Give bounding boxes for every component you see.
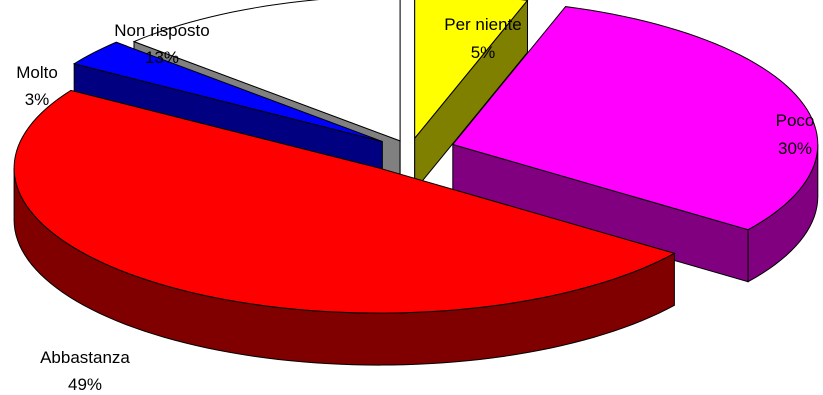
label-abbastanza-percent: 49% xyxy=(68,375,102,394)
label-molto-name: Molto xyxy=(16,63,58,82)
pie-slices xyxy=(13,0,819,366)
label-abbastanza-name: Abbastanza xyxy=(40,348,130,367)
pie-labels: Per niente 5% Poco 30% Abbastanza 49% Mo… xyxy=(16,15,814,394)
slice-molto-top xyxy=(72,41,383,142)
slice-abbastanza-top xyxy=(13,89,676,314)
label-poco-percent: 30% xyxy=(778,139,812,158)
slice-poco xyxy=(451,6,819,283)
slice-per-niente-top xyxy=(414,0,529,140)
slice-poco-top xyxy=(451,6,819,231)
slice-abbastanza xyxy=(13,89,676,366)
label-per-niente-name: Per niente xyxy=(444,15,522,34)
slice-non-risposto-top xyxy=(132,0,401,142)
label-molto-percent: 3% xyxy=(25,90,50,109)
label-poco-name: Poco xyxy=(776,111,815,130)
slice-per-niente xyxy=(414,0,529,192)
label-non-risposto-name: Non risposto xyxy=(114,21,209,40)
label-per-niente-percent: 5% xyxy=(471,43,496,62)
label-non-risposto-percent: 13% xyxy=(145,48,179,67)
